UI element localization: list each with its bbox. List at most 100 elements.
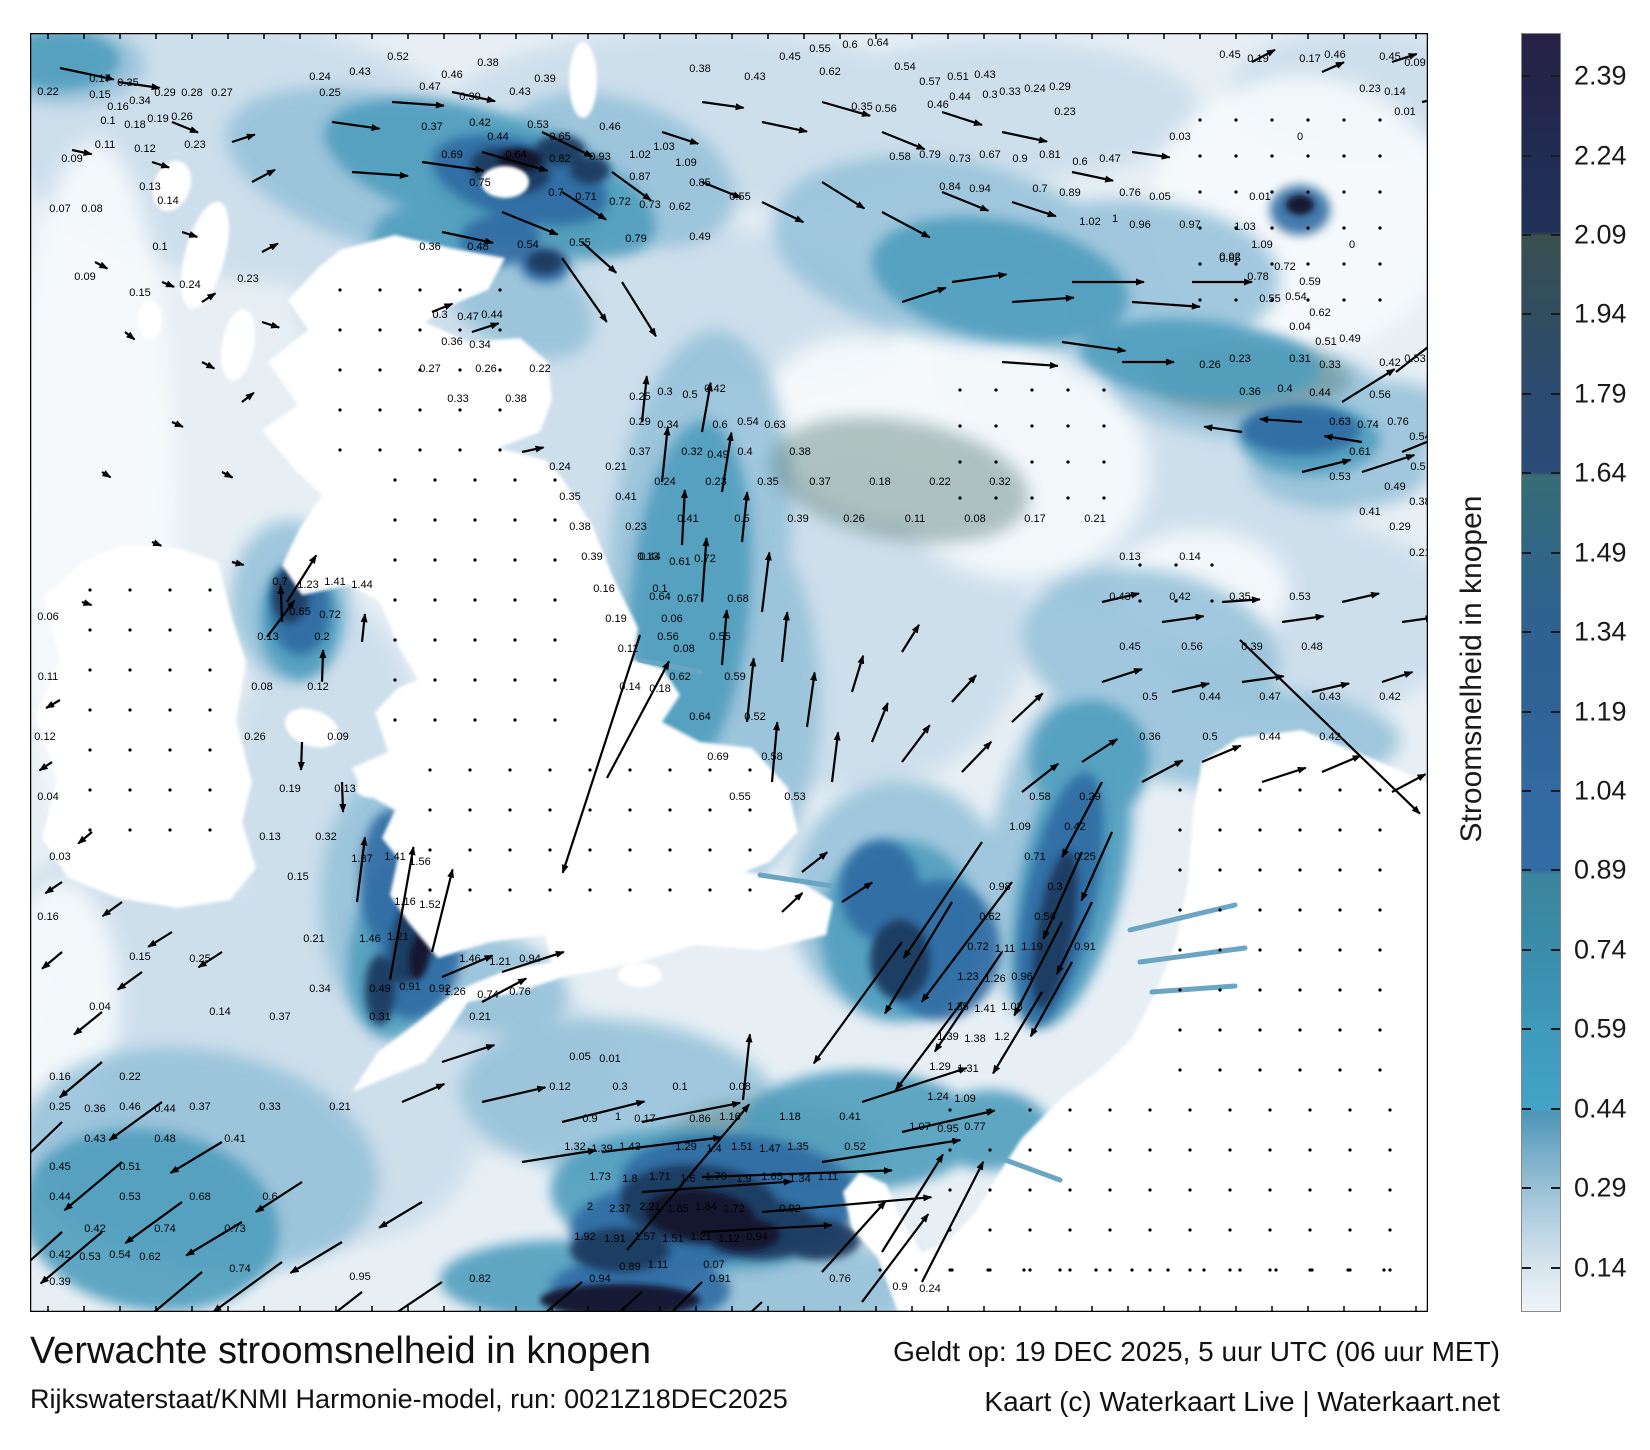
- current-arrow: [152, 1271, 203, 1312]
- current-arrow: [94, 261, 109, 270]
- current-arrow: [720, 431, 734, 493]
- speed-value-label: 0.59: [724, 671, 745, 683]
- speed-value-label: 0.43: [509, 86, 530, 98]
- colorbar-tick-label: 0.59: [1574, 1013, 1627, 1044]
- colorbar-tick-mark: [1522, 631, 1531, 634]
- island: [481, 166, 529, 198]
- speed-value-label: 0.25: [1074, 851, 1095, 863]
- speed-value-label: 0.78: [1247, 271, 1268, 283]
- speed-value-label: 0.41: [1359, 506, 1380, 518]
- speed-value-label: 0.49: [369, 983, 390, 995]
- speed-value-label: 0.41: [224, 1133, 245, 1145]
- current-arrow: [351, 170, 409, 179]
- speed-value-label: 0.55: [729, 191, 750, 203]
- speed-value-label: 0.17: [634, 1113, 655, 1125]
- speed-value-label: 0.45: [779, 51, 800, 63]
- current-arrow: [1055, 901, 1093, 975]
- speed-value-label: 0.62: [669, 201, 690, 213]
- current-arrow: [561, 257, 608, 323]
- speed-value-label: 0.44: [154, 1103, 175, 1115]
- speed-value-label: 1.46: [459, 953, 480, 965]
- speed-value-label: 0.02: [1219, 251, 1240, 263]
- speed-value-label: 0.45: [1219, 49, 1240, 61]
- current-arrow: [101, 901, 123, 917]
- speed-value-label: 0.47: [1099, 153, 1120, 165]
- speed-value-label: 0.65: [549, 131, 570, 143]
- current-arrow: [761, 1194, 933, 1214]
- current-arrow: [1001, 360, 1059, 369]
- speed-value-label: 0.64: [867, 37, 888, 49]
- current-arrow: [1061, 781, 1103, 858]
- speed-value-label: 0.33: [259, 1101, 280, 1113]
- current-arrow: [169, 1141, 223, 1174]
- colorbar-tick-mark: [1522, 75, 1531, 78]
- speed-value-label: 0.42: [1379, 691, 1400, 703]
- speed-value-label: 0.06: [37, 611, 58, 623]
- current-arrow: [701, 100, 745, 111]
- speed-value-label: 0.08: [964, 513, 985, 525]
- colorbar-tick-mark: [1522, 790, 1531, 792]
- speed-value-label: 0.56: [1034, 911, 1055, 923]
- current-arrow: [770, 721, 781, 783]
- colorbar-tick-mark: [1522, 948, 1531, 951]
- speed-value-label: 0.37: [189, 1101, 210, 1113]
- current-arrow: [1011, 200, 1057, 218]
- speed-value-label: 1.43: [619, 1141, 640, 1153]
- current-arrow: [501, 210, 559, 236]
- current-arrow: [30, 1121, 63, 1155]
- speed-value-label: 0.94: [746, 1231, 767, 1243]
- speed-value-label: 1.23: [957, 971, 978, 983]
- colorbar-tick-mark: [1522, 1028, 1531, 1031]
- current-arrow: [319, 649, 327, 683]
- current-arrow: [63, 1161, 123, 1212]
- speed-value-label: 0.72: [694, 553, 715, 565]
- speed-value-label: 1.35: [947, 1001, 968, 1013]
- current-arrow: [581, 241, 617, 274]
- current-arrow: [334, 1291, 363, 1312]
- speed-value-label: 0.2: [314, 631, 329, 643]
- current-arrow: [41, 951, 63, 970]
- speed-value-label: 1.71: [649, 1171, 670, 1183]
- speed-value-label: 0.13: [1119, 551, 1140, 563]
- speed-value-label: 0.34: [469, 339, 490, 351]
- colorbar-tick-mark: [1551, 75, 1560, 78]
- current-arrow: [680, 489, 688, 546]
- speed-value-label: 0.55: [729, 791, 750, 803]
- colorbar-tick-mark: [1551, 631, 1560, 634]
- current-arrow: [441, 230, 494, 245]
- current-arrow: [821, 181, 866, 210]
- speed-value-label: 0.39: [787, 513, 808, 525]
- current-arrow: [830, 731, 841, 783]
- speed-value-label: 0.09: [61, 153, 82, 165]
- speed-value-label: 0.5: [734, 513, 749, 525]
- speed-value-label: 0.92: [429, 983, 450, 995]
- current-arrow: [388, 846, 416, 981]
- speed-value-label: 0.44: [639, 551, 660, 563]
- current-arrow: [901, 1109, 996, 1134]
- speed-value-label: 0.6: [262, 1191, 277, 1203]
- speed-value-label: 0.27: [419, 363, 440, 375]
- speed-value-label: 0.9: [892, 1281, 907, 1293]
- speed-value-label: 0.74: [1357, 419, 1378, 431]
- speed-value-label: 0.54: [737, 416, 758, 428]
- current-arrow: [471, 322, 500, 334]
- speed-value-label: 0.17: [1299, 53, 1320, 65]
- colorbar-tick-mark: [1551, 1187, 1560, 1190]
- speed-value-label: 0.36: [1139, 731, 1160, 743]
- current-arrow: [289, 1241, 343, 1274]
- speed-value-label: 0.91: [399, 981, 420, 993]
- speed-value-label: 0.62: [979, 911, 1000, 923]
- speed-value-label: 0.18: [124, 119, 145, 131]
- speed-value-label: 0.04: [89, 1001, 110, 1013]
- speed-value-label: 0.69: [707, 751, 728, 763]
- speed-value-label: 1.92: [574, 1231, 595, 1243]
- current-arrow: [951, 271, 1008, 284]
- current-arrow: [151, 539, 163, 547]
- speed-value-label: 0.79: [919, 149, 940, 161]
- speed-value-label: 0.31: [1289, 353, 1310, 365]
- speed-value-label: 0.09: [327, 731, 348, 743]
- current-arrow: [749, 1301, 763, 1312]
- speed-value-label: 0.72: [967, 941, 988, 953]
- current-arrow: [1131, 300, 1201, 310]
- speed-value-label: 0.12: [549, 1081, 570, 1093]
